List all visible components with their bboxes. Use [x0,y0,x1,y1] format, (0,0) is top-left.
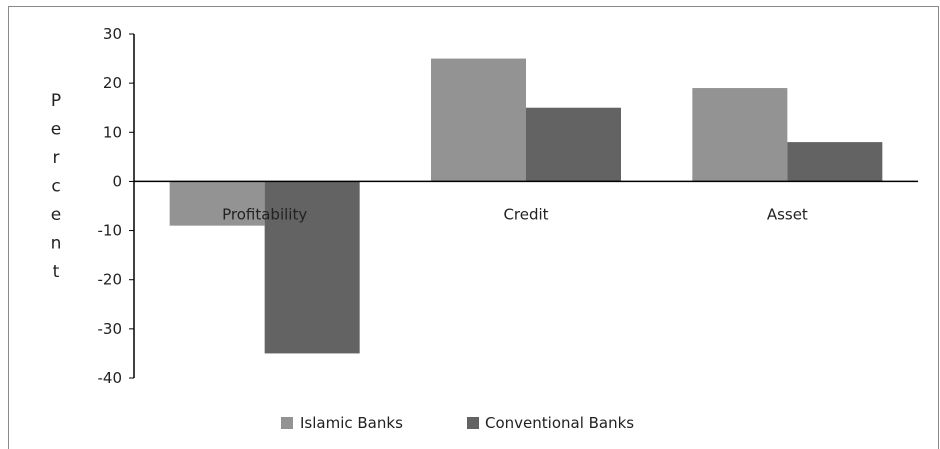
y-tick-label: 30 [103,25,122,43]
category-label: Credit [503,205,548,223]
y-axis-label-char: P [51,91,61,111]
y-axis-label-char: n [51,234,62,254]
chart-frame [8,6,939,449]
bars [169,58,883,354]
legend: Islamic Banks Conventional Banks [281,414,634,432]
bar-conventional-banks-credit [526,107,621,182]
y-axis-label-char: t [53,262,60,282]
y-tick-label: 0 [112,172,122,190]
y-tick-label: -20 [98,271,123,289]
y-tick-label: -10 [98,222,123,240]
legend-swatch [467,417,479,429]
bar-conventional-banks-asset [787,142,883,182]
legend-label: Islamic Banks [300,414,403,432]
legend-label: Conventional Banks [485,414,634,432]
y-axis-label-char: c [51,177,60,197]
bar-islamic-banks-asset [692,88,788,182]
y-tick-label: 20 [103,74,122,92]
y-axis-label-char: e [51,120,61,140]
y-axis-ticks: 30 20 10 0 -10 -20 -30 -40 [98,25,134,387]
category-labels: Profitability Credit Asset [222,205,808,223]
y-tick-label: 10 [103,123,122,141]
y-tick-label: -40 [98,369,123,387]
y-axis-label-char: e [51,205,61,225]
y-axis-label-char: r [53,148,60,168]
category-label: Asset [767,205,808,223]
y-tick-label: -30 [98,320,123,338]
legend-swatch [281,417,293,429]
category-label: Profitability [222,205,307,223]
bar-islamic-banks-credit [431,58,526,182]
bar-islamic-banks-profitability [169,181,265,226]
bar-conventional-banks-profitability [264,181,360,354]
